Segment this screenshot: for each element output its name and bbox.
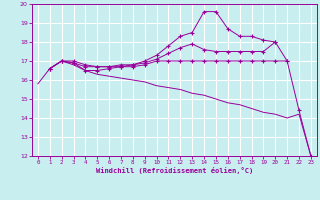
X-axis label: Windchill (Refroidissement éolien,°C): Windchill (Refroidissement éolien,°C) bbox=[96, 167, 253, 174]
